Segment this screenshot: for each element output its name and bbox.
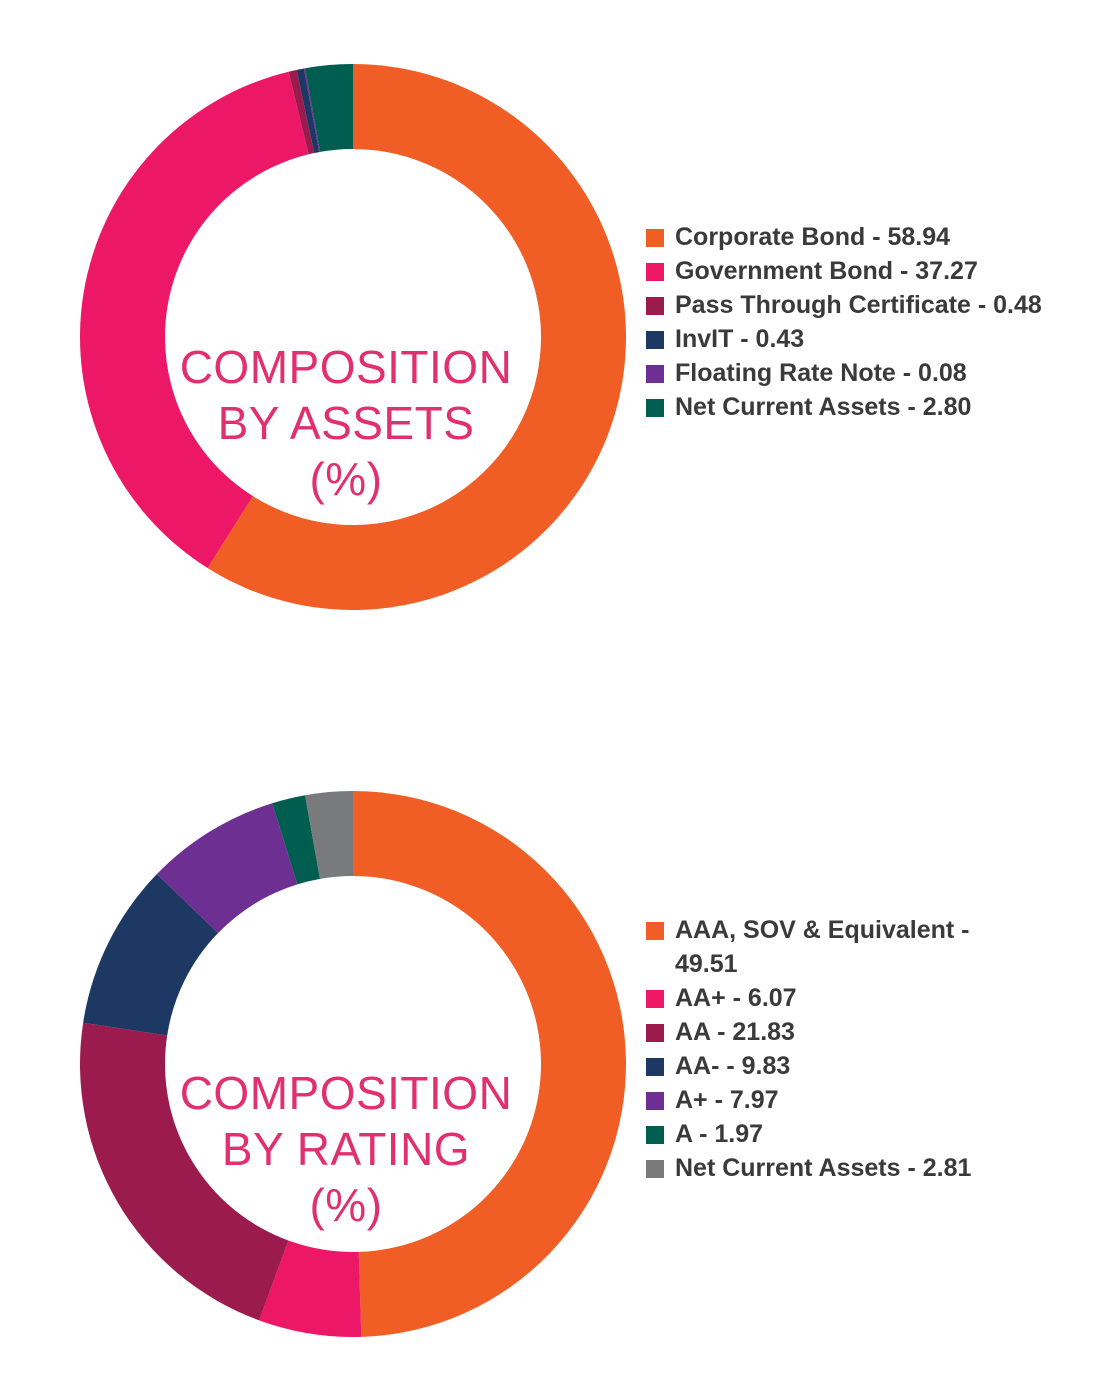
legend-label: Net Current Assets - 2.81 [675, 1154, 972, 1182]
legend-swatch [646, 331, 664, 349]
rating-legend: AAA, SOV & Equivalent - 49.51 AA+ - 6.07… [646, 913, 1006, 1185]
rating-title-line-2: BY RATING [221, 1123, 471, 1175]
legend-item-invit: InvIT - 0.43 [646, 322, 1086, 356]
legend-item-net-current-assets: Net Current Assets - 2.81 [646, 1151, 1006, 1185]
legend-label: Net Current Assets - 2.80 [675, 393, 972, 421]
legend-label: Floating Rate Note - 0.08 [675, 359, 967, 387]
legend-swatch [646, 365, 664, 383]
legend-item-pass-through-certificate: Pass Through Certificate - 0.48 [646, 288, 1086, 322]
legend-item-corporate-bond: Corporate Bond - 58.94 [646, 220, 1086, 254]
assets-title-line-1: COMPOSITION [179, 341, 513, 393]
rating-title-line-3: (%) [309, 1179, 383, 1231]
slice-invit [296, 68, 320, 154]
legend-label: A+ - 7.97 [675, 1086, 779, 1114]
legend-item-a-plus: A+ - 7.97 [646, 1083, 1006, 1117]
assets-donut [80, 64, 627, 610]
legend-swatch [646, 1092, 664, 1110]
legend-label: Pass Through Certificate - 0.48 [675, 291, 1042, 319]
rating-donut [79, 791, 626, 1337]
slice-a [272, 795, 320, 885]
legend-swatch [646, 399, 664, 417]
legend-item-a: A - 1.97 [646, 1117, 1006, 1151]
legend-label: Government Bond - 37.27 [675, 257, 978, 285]
slice-corporate-bond [207, 64, 627, 610]
legend-label: AA- - 9.83 [675, 1052, 791, 1080]
legend-swatch [646, 1160, 664, 1178]
rating-chart-title: COMPOSITION BY RATING (%) [166, 1065, 526, 1233]
legend-swatch [646, 922, 664, 940]
legend-label: AA - 21.83 [675, 1018, 795, 1046]
legend-swatch [646, 1126, 664, 1144]
legend-item-aa-plus: AA+ - 6.07 [646, 981, 1006, 1015]
legend-swatch [646, 990, 664, 1008]
slice-pass-through-certificate [288, 69, 315, 155]
legend-item-aaa-sov-equivalent: AAA, SOV & Equivalent - 49.51 [646, 913, 1006, 981]
assets-legend: Corporate Bond - 58.94 Government Bond -… [646, 220, 1086, 424]
slice-floating-rate-note [303, 68, 321, 153]
slice-net-current-assets [305, 791, 353, 879]
legend-item-aa: AA - 21.83 [646, 1015, 1006, 1049]
legend-item-floating-rate-note: Floating Rate Note - 0.08 [646, 356, 1086, 390]
slice-aa [83, 874, 218, 1036]
legend-item-aa-minus: AA- - 9.83 [646, 1049, 1006, 1083]
legend-swatch [646, 1058, 664, 1076]
assets-chart-title: COMPOSITION BY ASSETS (%) [166, 339, 526, 507]
rating-title-line-1: COMPOSITION [179, 1067, 513, 1119]
legend-item-government-bond: Government Bond - 37.27 [646, 254, 1086, 288]
legend-label: A - 1.97 [675, 1120, 764, 1148]
legend-swatch [646, 229, 664, 247]
slice-aaa-sov-equivalent [353, 791, 626, 1337]
legend-label: InvIT - 0.43 [675, 325, 805, 353]
legend-item-net-current-assets: Net Current Assets - 2.80 [646, 390, 1086, 424]
legend-swatch [646, 1024, 664, 1042]
assets-title-line-3: (%) [309, 453, 383, 505]
slice-aa [259, 1240, 362, 1337]
slice-a [156, 803, 298, 934]
legend-label: Corporate Bond - 58.94 [675, 223, 951, 251]
legend-swatch [646, 297, 664, 315]
slice-aa [79, 1022, 289, 1321]
legend-label: AA+ - 6.07 [675, 984, 797, 1012]
legend-swatch [646, 263, 664, 281]
slice-government-bond [80, 71, 309, 569]
slice-net-current-assets [305, 64, 353, 152]
legend-label: AAA, SOV & Equivalent - 49.51 [675, 916, 970, 978]
assets-title-line-2: BY ASSETS [217, 397, 475, 449]
